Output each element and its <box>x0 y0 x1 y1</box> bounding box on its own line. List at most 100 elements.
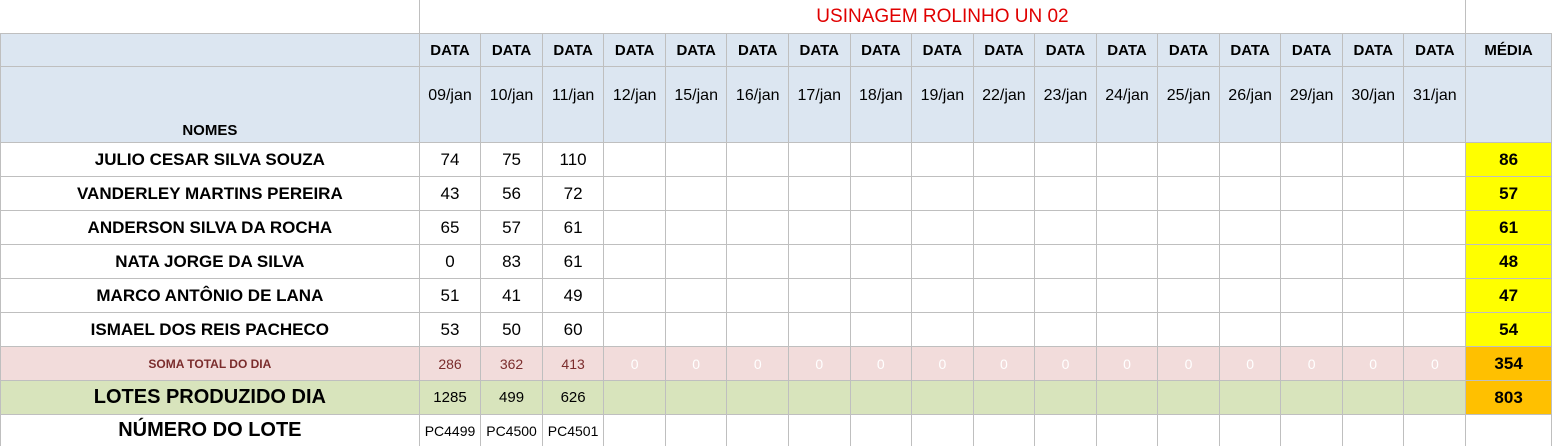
soma-value[interactable]: 0 <box>1158 347 1220 381</box>
numero-lote-value[interactable] <box>1096 415 1158 446</box>
header-date[interactable]: 15/jan <box>665 67 727 143</box>
value-cell[interactable] <box>1158 143 1220 177</box>
value-cell[interactable] <box>1342 245 1404 279</box>
lotes-value[interactable] <box>850 381 912 415</box>
header-data-label[interactable]: DATA <box>1158 34 1220 67</box>
value-cell[interactable]: 51 <box>419 279 481 313</box>
numero-lote-value[interactable] <box>912 415 974 446</box>
value-cell[interactable] <box>789 177 851 211</box>
value-cell[interactable]: 0 <box>419 245 481 279</box>
soma-value[interactable]: 0 <box>665 347 727 381</box>
header-data-label[interactable]: DATA <box>727 34 789 67</box>
value-cell[interactable]: 49 <box>542 279 604 313</box>
header-date[interactable]: 31/jan <box>1404 67 1466 143</box>
value-cell[interactable] <box>789 313 851 347</box>
value-cell[interactable]: 57 <box>481 211 543 245</box>
employee-name[interactable]: NATA JORGE DA SILVA <box>1 245 420 279</box>
value-cell[interactable] <box>665 245 727 279</box>
header-date[interactable]: 10/jan <box>481 67 543 143</box>
media-cell[interactable]: 48 <box>1466 245 1552 279</box>
header-data-label[interactable]: DATA <box>850 34 912 67</box>
value-cell[interactable] <box>789 245 851 279</box>
value-cell[interactable] <box>912 211 974 245</box>
value-cell[interactable]: 50 <box>481 313 543 347</box>
soma-value[interactable]: 0 <box>850 347 912 381</box>
soma-value[interactable]: 0 <box>1096 347 1158 381</box>
value-cell[interactable] <box>912 279 974 313</box>
value-cell[interactable] <box>1281 211 1343 245</box>
value-cell[interactable] <box>1404 313 1466 347</box>
value-cell[interactable] <box>973 313 1035 347</box>
value-cell[interactable]: 75 <box>481 143 543 177</box>
value-cell[interactable]: 43 <box>419 177 481 211</box>
value-cell[interactable] <box>1219 313 1281 347</box>
value-cell[interactable] <box>973 177 1035 211</box>
value-cell[interactable] <box>973 245 1035 279</box>
value-cell[interactable] <box>789 143 851 177</box>
lotes-value[interactable] <box>1404 381 1466 415</box>
soma-value[interactable]: 413 <box>542 347 604 381</box>
value-cell[interactable]: 60 <box>542 313 604 347</box>
value-cell[interactable]: 74 <box>419 143 481 177</box>
soma-value[interactable]: 0 <box>1035 347 1097 381</box>
value-cell[interactable] <box>1281 313 1343 347</box>
header-date[interactable]: 19/jan <box>912 67 974 143</box>
soma-value[interactable]: 0 <box>727 347 789 381</box>
header-media-empty[interactable] <box>1466 67 1552 143</box>
value-cell[interactable] <box>973 211 1035 245</box>
value-cell[interactable] <box>1096 245 1158 279</box>
value-cell[interactable] <box>1219 279 1281 313</box>
header-data-label[interactable]: DATA <box>973 34 1035 67</box>
numero-lote-label[interactable]: NÚMERO DO LOTE <box>1 415 420 446</box>
value-cell[interactable] <box>665 279 727 313</box>
header-data-label[interactable]: DATA <box>481 34 543 67</box>
value-cell[interactable] <box>1404 177 1466 211</box>
employee-name[interactable]: MARCO ANTÔNIO DE LANA <box>1 279 420 313</box>
media-cell[interactable]: 47 <box>1466 279 1552 313</box>
header-date[interactable]: 29/jan <box>1281 67 1343 143</box>
value-cell[interactable] <box>727 279 789 313</box>
value-cell[interactable]: 61 <box>542 211 604 245</box>
value-cell[interactable] <box>850 313 912 347</box>
value-cell[interactable] <box>850 143 912 177</box>
value-cell[interactable] <box>604 143 666 177</box>
value-cell[interactable] <box>1281 279 1343 313</box>
value-cell[interactable] <box>727 211 789 245</box>
lotes-value[interactable]: 626 <box>542 381 604 415</box>
header-data-label[interactable]: DATA <box>665 34 727 67</box>
value-cell[interactable] <box>1342 143 1404 177</box>
value-cell[interactable] <box>665 211 727 245</box>
value-cell[interactable] <box>1342 279 1404 313</box>
header-date[interactable]: 24/jan <box>1096 67 1158 143</box>
value-cell[interactable] <box>727 245 789 279</box>
value-cell[interactable]: 83 <box>481 245 543 279</box>
value-cell[interactable] <box>665 177 727 211</box>
header-data-label[interactable]: DATA <box>604 34 666 67</box>
value-cell[interactable] <box>1035 177 1097 211</box>
value-cell[interactable] <box>727 313 789 347</box>
value-cell[interactable] <box>604 211 666 245</box>
header-data-label[interactable]: DATA <box>789 34 851 67</box>
employee-name[interactable]: ANDERSON SILVA DA ROCHA <box>1 211 420 245</box>
lotes-value[interactable] <box>973 381 1035 415</box>
header-date[interactable]: 22/jan <box>973 67 1035 143</box>
soma-value[interactable]: 286 <box>419 347 481 381</box>
lotes-value[interactable] <box>1342 381 1404 415</box>
numero-lote-value[interactable] <box>850 415 912 446</box>
soma-value[interactable]: 0 <box>1219 347 1281 381</box>
value-cell[interactable] <box>1096 177 1158 211</box>
header-date[interactable]: 26/jan <box>1219 67 1281 143</box>
header-date[interactable]: 30/jan <box>1342 67 1404 143</box>
lotes-media[interactable]: 803 <box>1466 381 1552 415</box>
lotes-value[interactable] <box>604 381 666 415</box>
header-data-label[interactable]: DATA <box>912 34 974 67</box>
value-cell[interactable] <box>1219 177 1281 211</box>
value-cell[interactable] <box>665 313 727 347</box>
numero-lote-empty[interactable] <box>1466 415 1552 446</box>
value-cell[interactable] <box>1281 245 1343 279</box>
value-cell[interactable] <box>912 313 974 347</box>
soma-value[interactable]: 0 <box>1281 347 1343 381</box>
media-cell[interactable]: 61 <box>1466 211 1552 245</box>
header-data-label[interactable]: DATA <box>419 34 481 67</box>
lotes-value[interactable] <box>789 381 851 415</box>
